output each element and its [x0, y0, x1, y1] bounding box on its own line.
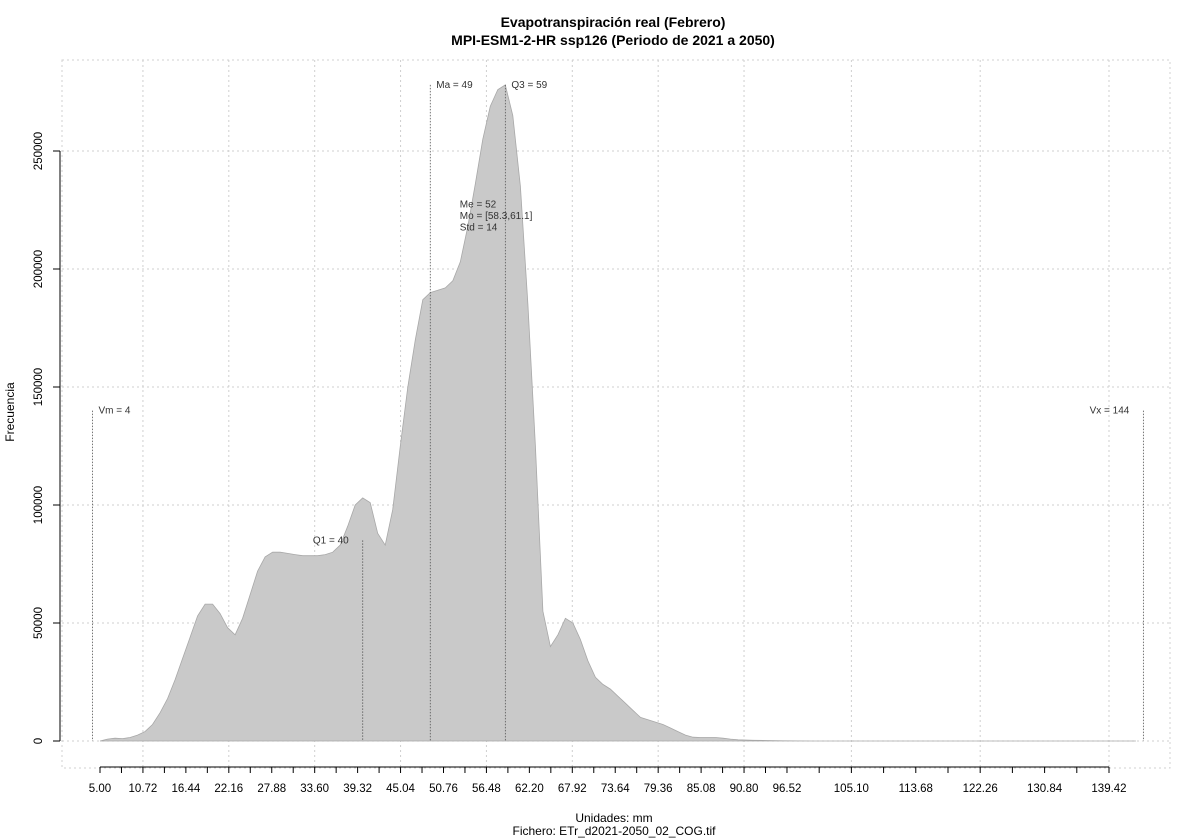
x-axis: 5.00 10.72 16.44 22.16 27.88 33.60 39.32 45.04 5…: [89, 766, 1127, 795]
density-area: [99, 84, 1136, 742]
y-tick-label: 0: [33, 738, 45, 744]
y-axis: 0 50000 100000 150000 200000 250000: [33, 132, 61, 744]
x-tick-label: 113.68: [899, 783, 933, 795]
plot-area-border: [61, 59, 1171, 769]
x-tick-label: 62.20: [515, 783, 544, 795]
annotation-label: Q1 = 40: [313, 535, 349, 546]
x-tick-label: 122.26: [963, 783, 998, 795]
y-tick-label: 150000: [33, 368, 45, 406]
y-tick-label: 200000: [33, 250, 45, 288]
x-tick-label: 85.08: [687, 783, 716, 795]
x-tick-label: 130.84: [1027, 783, 1063, 795]
x-tick-label: 27.88: [257, 783, 286, 795]
annotation-label: Ma = 49: [436, 80, 473, 91]
chart-subtitle: MPI-ESM1-2-HR ssp126 (Periodo de 2021 a …: [451, 32, 775, 48]
y-tick-label: 50000: [33, 607, 45, 639]
x-axis-label: Unidades: mm: [575, 811, 652, 825]
x-tick-label: 139.42: [1091, 783, 1126, 795]
x-tick-label: 16.44: [171, 783, 200, 795]
y-axis-label: Frecuencia: [3, 382, 17, 442]
x-tick-label: 10.72: [129, 783, 158, 795]
stats-label: Me = 52: [460, 200, 497, 211]
density-area-layer: [99, 84, 1136, 742]
x-tick-label: 5.00: [89, 783, 111, 795]
annotation-label: Vm = 4: [98, 406, 130, 417]
x-tick-label: 79.36: [644, 783, 673, 795]
x-tick-label: 90.80: [730, 783, 759, 795]
x-tick-label: 33.60: [300, 783, 329, 795]
stats-label: Std = 14: [460, 223, 498, 234]
stats-label: Mo = [58.3,61.1]: [460, 211, 533, 222]
x-tick-label: 45.04: [386, 783, 415, 795]
y-tick-label: 100000: [33, 486, 45, 524]
x-tick-label: 56.48: [472, 783, 501, 795]
annotation-label: Vx = 144: [1090, 406, 1130, 417]
x-tick-label: 67.92: [558, 783, 587, 795]
x-tick-label: 39.32: [343, 783, 372, 795]
chart-title: Evapotranspiración real (Febrero): [501, 14, 726, 30]
x-tick-label: 73.64: [601, 783, 630, 795]
x-tick-label: 22.16: [214, 783, 243, 795]
annotation-label: Q3 = 59: [511, 80, 547, 91]
annotation-layer: Vm = 4 Q1 = 40 Ma = 49 Q3 = 59 Vx = 144 Me = …: [92, 80, 1144, 741]
file-caption: Fichero: ETr_d2021-2050_02_COG.tif: [513, 824, 717, 838]
x-tick-label: 50.76: [429, 783, 458, 795]
x-tick-label: 96.52: [773, 783, 802, 795]
y-tick-label: 250000: [33, 132, 45, 170]
x-tick-label: 105.10: [834, 783, 869, 795]
